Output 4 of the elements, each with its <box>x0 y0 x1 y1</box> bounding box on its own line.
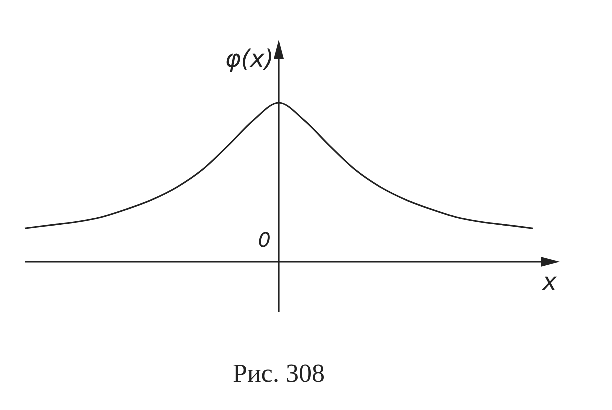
annotation: 0 <box>258 228 271 252</box>
text: Рис. 308 <box>233 358 325 388</box>
y-axis-title: φ(x) <box>225 45 274 74</box>
x-axis-title: x <box>542 268 558 296</box>
